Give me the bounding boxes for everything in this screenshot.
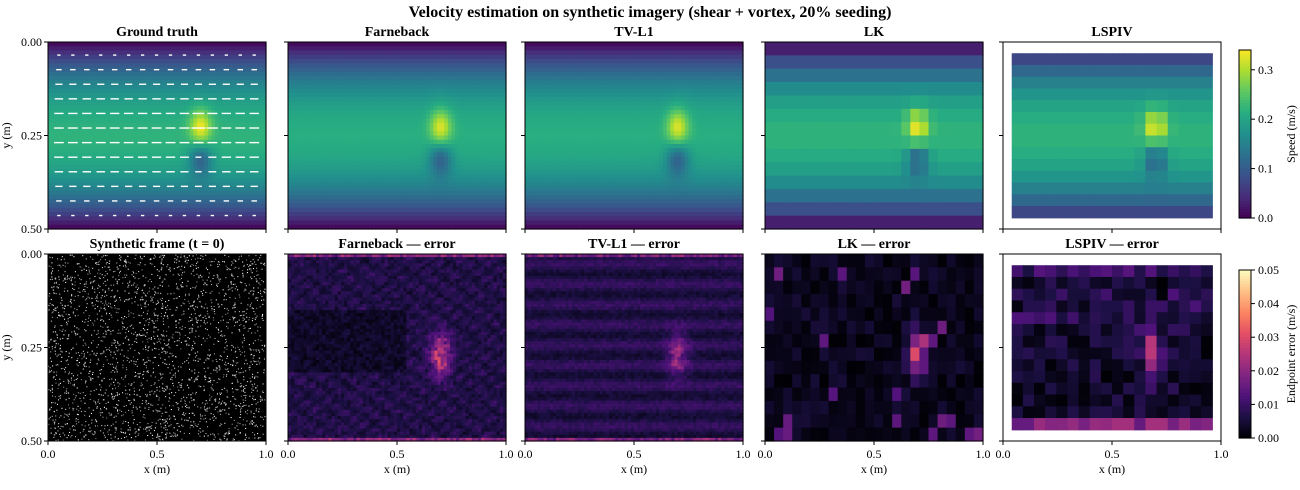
y-tick-label: 0.00 bbox=[21, 247, 42, 261]
panel-title-gt: Ground truth bbox=[116, 25, 198, 40]
heatmap-frame bbox=[48, 254, 266, 441]
heatmap-farneback_err bbox=[288, 254, 507, 442]
error-colorbar-tick: 0.03 bbox=[1258, 330, 1279, 344]
y-tick-label: 0.25 bbox=[21, 341, 42, 355]
panel-title-lk_err: LK — error bbox=[838, 237, 911, 252]
x-tick-label: 0.0 bbox=[518, 447, 533, 461]
panel-farneback: Farneback bbox=[284, 25, 507, 233]
y-tick-label: 0.00 bbox=[21, 35, 42, 49]
panel-lk_err: LK — error 0.0 0.5 1.0 x (m) bbox=[758, 237, 991, 476]
error-colorbar: 0.05 0.04 0.03 0.02 0.01 0.00 Endpoint error (… bbox=[1239, 263, 1298, 445]
heatmap-tvl1 bbox=[525, 42, 744, 230]
x-axis-label: x (m) bbox=[1099, 462, 1125, 476]
panel-tvl1: TV-L1 bbox=[521, 25, 744, 233]
x-tick-label: 0.0 bbox=[996, 447, 1011, 461]
panel-title-lspiv: LSPIV bbox=[1091, 25, 1132, 40]
x-axis-label: x (m) bbox=[861, 462, 887, 476]
x-tick-label: 1.0 bbox=[259, 447, 274, 461]
heatmap-lk bbox=[765, 42, 984, 230]
y-axis-label: y (m) bbox=[0, 334, 13, 360]
y-tick-label: 0.25 bbox=[21, 129, 42, 143]
error-colorbar-tick: 0.05 bbox=[1258, 263, 1279, 277]
panel-tvl1_err: TV-L1 — error 0.0 0.5 1.0 x (m) bbox=[518, 237, 751, 476]
speed-colorbar: 0.3 0.2 0.1 0.0 Speed (m/s) bbox=[1239, 50, 1298, 225]
x-tick-label: 0.5 bbox=[390, 447, 405, 461]
error-colorbar-tick: 0.00 bbox=[1258, 431, 1279, 445]
x-tick-label: 1.0 bbox=[499, 447, 514, 461]
error-colorbar-tick: 0.02 bbox=[1258, 364, 1279, 378]
x-tick-label: 0.5 bbox=[1105, 447, 1120, 461]
heatmap-tvl1_err bbox=[525, 254, 744, 442]
panel-title-lspiv_err: LSPIV — error bbox=[1065, 237, 1159, 252]
panel-lspiv: LSPIV bbox=[999, 25, 1221, 233]
y-tick-label: 0.50 bbox=[21, 434, 42, 448]
speed-colorbar-label: Speed (m/s) bbox=[1284, 105, 1298, 163]
y-axis-label: y (m) bbox=[0, 122, 13, 148]
speed-colorbar-tick: 0.0 bbox=[1258, 211, 1273, 225]
error-colorbar-tick: 0.01 bbox=[1258, 397, 1279, 411]
heatmap-lk_err bbox=[765, 254, 984, 442]
x-axis-label: x (m) bbox=[144, 462, 170, 476]
x-tick-label: 0.0 bbox=[41, 447, 56, 461]
panel-title-farneback_err: Farneback — error bbox=[338, 237, 455, 252]
speed-colorbar-tick: 0.3 bbox=[1258, 63, 1273, 77]
panel-title-tvl1_err: TV-L1 — error bbox=[588, 237, 680, 252]
panel-frame: Synthetic frame (t = 0) 0.0 0.5 1.0 0.00 0.25… bbox=[0, 237, 274, 476]
x-tick-label: 0.5 bbox=[150, 447, 165, 461]
x-tick-label: 0.5 bbox=[627, 447, 642, 461]
x-tick-label: 1.0 bbox=[736, 447, 751, 461]
panel-farneback_err: Farneback — error 0.0 0.5 1.0 x (m) bbox=[281, 237, 514, 476]
x-tick-label: 1.0 bbox=[976, 447, 991, 461]
panels-group: Ground truth 0.00 0.25 0.50 y (m) Farneback TV… bbox=[0, 25, 1229, 476]
y-tick-label: 0.50 bbox=[21, 222, 42, 236]
panel-lspiv_err: LSPIV — error 0.0 0.5 1.0 x (m) bbox=[996, 237, 1229, 476]
heatmap-lspiv bbox=[1012, 53, 1213, 218]
x-tick-label: 0.0 bbox=[758, 447, 773, 461]
figure-title: Velocity estimation on synthetic imagery… bbox=[409, 4, 892, 21]
x-axis-label: x (m) bbox=[384, 462, 410, 476]
panel-title-tvl1: TV-L1 bbox=[614, 25, 653, 40]
x-tick-label: 0.0 bbox=[281, 447, 296, 461]
panel-gt: Ground truth 0.00 0.25 0.50 y (m) bbox=[0, 25, 267, 236]
heatmap-farneback bbox=[288, 42, 507, 230]
heatmap-lspiv_err bbox=[1012, 265, 1213, 430]
speed-colorbar-tick: 0.2 bbox=[1258, 112, 1273, 126]
x-tick-label: 0.5 bbox=[867, 447, 882, 461]
panel-title-farneback: Farneback bbox=[365, 25, 430, 40]
panel-title-frame: Synthetic frame (t = 0) bbox=[90, 237, 225, 252]
panel-title-lk: LK bbox=[864, 25, 884, 40]
heatmap-gt bbox=[48, 42, 267, 230]
x-tick-label: 1.0 bbox=[1214, 447, 1229, 461]
x-axis-label: x (m) bbox=[621, 462, 647, 476]
error-colorbar-tick: 0.04 bbox=[1258, 297, 1279, 311]
speed-colorbar-tick: 0.1 bbox=[1258, 162, 1273, 176]
error-colorbar-label: Endpoint error (m/s) bbox=[1284, 305, 1298, 404]
panel-lk: LK bbox=[761, 25, 984, 233]
